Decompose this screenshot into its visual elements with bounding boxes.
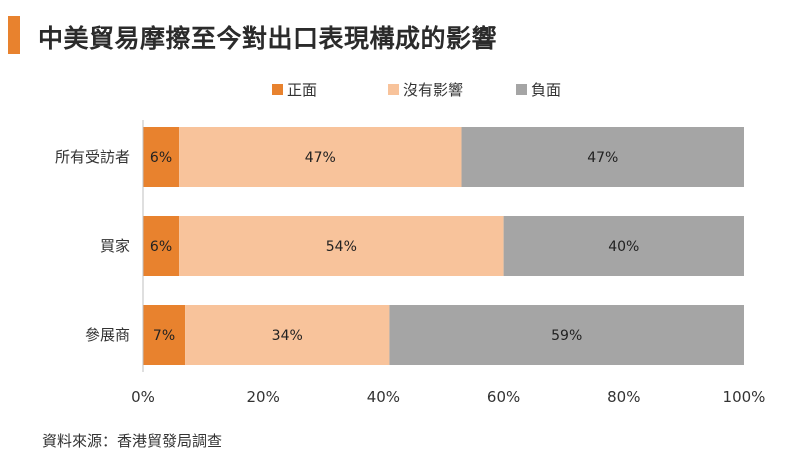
legend-label: 正面	[287, 81, 317, 99]
bar-segment	[179, 127, 462, 187]
bar-segment	[143, 216, 180, 276]
bar-segment	[461, 127, 744, 187]
data-label: 47%	[587, 150, 618, 166]
x-tick-label: 100%	[723, 388, 766, 406]
data-label: 47%	[305, 150, 336, 166]
bar-segment	[143, 305, 186, 365]
x-tick-label: 40%	[367, 388, 400, 406]
legend-label: 負面	[531, 81, 561, 99]
bar-segment	[389, 305, 744, 365]
data-label: 59%	[551, 328, 582, 344]
title-accent-bar	[8, 16, 20, 54]
x-tick-label: 20%	[247, 388, 280, 406]
x-tick-label: 0%	[131, 388, 155, 406]
x-tick-label: 80%	[607, 388, 640, 406]
legend-swatch	[272, 84, 283, 95]
data-label: 34%	[272, 328, 303, 344]
data-label: 6%	[150, 239, 172, 255]
data-label: 6%	[150, 150, 172, 166]
category-label: 所有受訪者	[55, 148, 130, 166]
category-label: 買家	[100, 237, 130, 255]
category-label: 參展商	[85, 326, 130, 344]
legend-swatch	[388, 84, 399, 95]
bar-segment	[179, 216, 504, 276]
bar-segment	[185, 305, 390, 365]
x-tick-label: 60%	[487, 388, 520, 406]
data-label: 40%	[608, 239, 639, 255]
data-label: 7%	[153, 328, 175, 344]
bar-segment	[503, 216, 744, 276]
data-label: 54%	[326, 239, 357, 255]
source-note: 資料來源：香港貿發局調查	[42, 432, 223, 450]
legend-swatch	[516, 84, 527, 95]
chart-title: 中美貿易摩擦至今對出口表現構成的影響	[38, 24, 498, 53]
bar-segment	[143, 127, 180, 187]
legend-label: 沒有影響	[403, 81, 463, 99]
